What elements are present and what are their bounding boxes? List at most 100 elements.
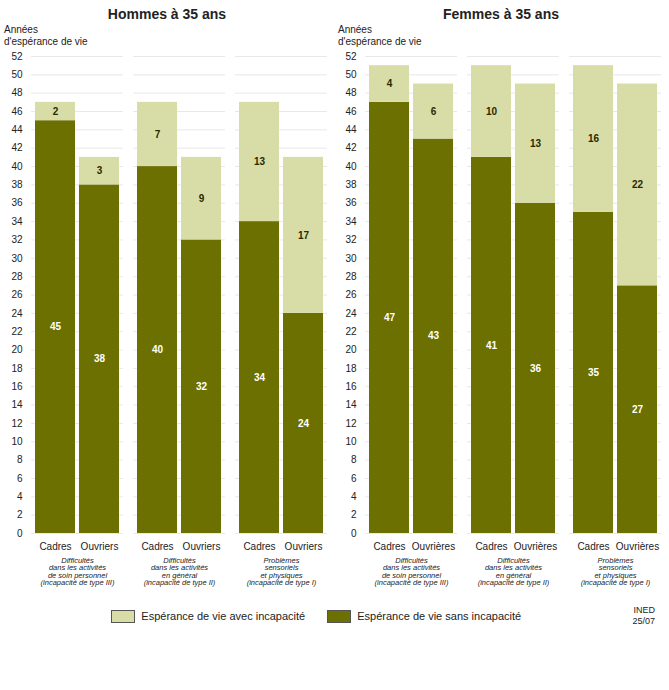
svg-text:27: 27: [632, 404, 644, 415]
svg-text:44: 44: [345, 124, 357, 135]
html-text:Années d'espérance de vie: Années d'espérance de vie: [4, 24, 88, 47]
svg-text:8: 8: [17, 454, 23, 465]
svg-text:38: 38: [345, 179, 357, 190]
svg-text:44: 44: [11, 124, 23, 135]
svg-text:Ouvrières: Ouvrières: [514, 541, 557, 552]
svg-text:Cadres: Cadres: [141, 541, 173, 552]
svg-text:Cadres: Cadres: [373, 541, 405, 552]
svg-text:30: 30: [345, 253, 357, 264]
svg-text:17: 17: [298, 230, 310, 241]
svg-text:28: 28: [345, 271, 357, 282]
svg-text:46: 46: [345, 106, 357, 117]
svg-text:0: 0: [17, 528, 23, 539]
svg-text:26: 26: [345, 289, 357, 300]
svg-text:22: 22: [11, 326, 23, 337]
svg-text:26: 26: [11, 289, 23, 300]
svg-text:9: 9: [199, 193, 205, 204]
svg-text:13: 13: [254, 156, 266, 167]
svg-text:10: 10: [345, 436, 357, 447]
svg-text:45: 45: [50, 321, 62, 332]
svg-text:Ouvrières: Ouvrières: [412, 541, 455, 552]
svg-text:28: 28: [11, 271, 23, 282]
svg-text:16: 16: [345, 381, 357, 392]
svg-text:0: 0: [351, 528, 357, 539]
svg-text:43: 43: [428, 330, 440, 341]
svg-text:Cadres: Cadres: [39, 541, 71, 552]
svg-text:2: 2: [17, 509, 23, 520]
svg-text:36: 36: [530, 363, 542, 374]
svg-text:52: 52: [11, 51, 23, 62]
svg-text:10: 10: [486, 106, 498, 117]
svg-text:12: 12: [11, 418, 23, 429]
svg-text:2: 2: [53, 106, 59, 117]
svg-text:4: 4: [17, 491, 23, 502]
svg-text:Ouvrières: Ouvrières: [616, 541, 659, 552]
svg-text:48: 48: [345, 87, 357, 98]
svg-text:Difficultésdans les activitésd: Difficultésdans les activitésde soin per…: [41, 556, 115, 588]
svg-text:Difficultésdans les activitése: Difficultésdans les activitésen général(…: [144, 556, 216, 588]
svg-text:12: 12: [345, 418, 357, 429]
svg-text:20: 20: [345, 344, 357, 355]
svg-text:10: 10: [11, 436, 23, 447]
svg-text:35: 35: [588, 367, 600, 378]
svg-text:32: 32: [11, 234, 23, 245]
svg-text:24: 24: [11, 308, 23, 319]
svg-text:18: 18: [345, 363, 357, 374]
svg-text:50: 50: [345, 69, 357, 80]
svg-text:52: 52: [345, 51, 357, 62]
svg-text:42: 42: [345, 142, 357, 153]
svg-text:42: 42: [11, 142, 23, 153]
svg-text:34: 34: [345, 216, 357, 227]
svg-text:Cadres: Cadres: [243, 541, 275, 552]
svg-text:16: 16: [588, 133, 600, 144]
svg-text:18: 18: [11, 363, 23, 374]
svg-text:Cadres: Cadres: [475, 541, 507, 552]
svg-text:Ouvriers: Ouvriers: [183, 541, 221, 552]
svg-text:6: 6: [351, 473, 357, 484]
svg-text:4: 4: [351, 491, 357, 502]
svg-text:38: 38: [11, 179, 23, 190]
svg-text:32: 32: [196, 381, 208, 392]
svg-text:Problèmessensorielset physique: Problèmessensorielset physiques(incapaci…: [581, 556, 651, 588]
svg-text:24: 24: [345, 308, 357, 319]
html-text:INED 25/07: INED 25/07: [632, 605, 655, 626]
svg-text:48: 48: [11, 87, 23, 98]
html-text:Hommes à 35 ans: Hommes à 35 ans: [107, 6, 227, 22]
svg-text:22: 22: [632, 179, 644, 190]
svg-text:Ouvriers: Ouvriers: [285, 541, 323, 552]
svg-text:20: 20: [11, 344, 23, 355]
svg-text:40: 40: [345, 161, 357, 172]
svg-text:30: 30: [11, 253, 23, 264]
svg-text:Cadres: Cadres: [577, 541, 609, 552]
svg-text:3: 3: [97, 165, 103, 176]
svg-text:13: 13: [530, 138, 542, 149]
svg-text:36: 36: [11, 197, 23, 208]
svg-text:7: 7: [155, 129, 161, 140]
svg-text:2: 2: [351, 509, 357, 520]
svg-text:47: 47: [384, 312, 396, 323]
svg-text:Ouvriers: Ouvriers: [81, 541, 119, 552]
svg-text:Difficultésdans les activitése: Difficultésdans les activitésen général(…: [478, 556, 550, 588]
svg-text:36: 36: [345, 197, 357, 208]
svg-text:4: 4: [387, 78, 393, 89]
svg-text:22: 22: [345, 326, 357, 337]
svg-text:8: 8: [351, 454, 357, 465]
svg-text:14: 14: [11, 399, 23, 410]
svg-text:34: 34: [11, 216, 23, 227]
svg-text:38: 38: [94, 353, 106, 364]
svg-text:41: 41: [486, 340, 498, 351]
svg-text:Difficultésdans les activitésd: Difficultésdans les activitésde soin per…: [375, 556, 449, 588]
svg-text:40: 40: [11, 161, 23, 172]
svg-text:32: 32: [345, 234, 357, 245]
svg-text:6: 6: [17, 473, 23, 484]
svg-text:16: 16: [11, 381, 23, 392]
svg-text:46: 46: [11, 106, 23, 117]
svg-text:14: 14: [345, 399, 357, 410]
svg-text:34: 34: [254, 372, 266, 383]
svg-text:24: 24: [298, 418, 310, 429]
svg-text:Problèmessensorielset physique: Problèmessensorielset physiques(incapaci…: [247, 556, 317, 588]
svg-text:6: 6: [431, 106, 437, 117]
svg-text:50: 50: [11, 69, 23, 80]
svg-text:40: 40: [152, 344, 164, 355]
html-text:Années d'espérance de vie: Années d'espérance de vie: [338, 24, 422, 47]
